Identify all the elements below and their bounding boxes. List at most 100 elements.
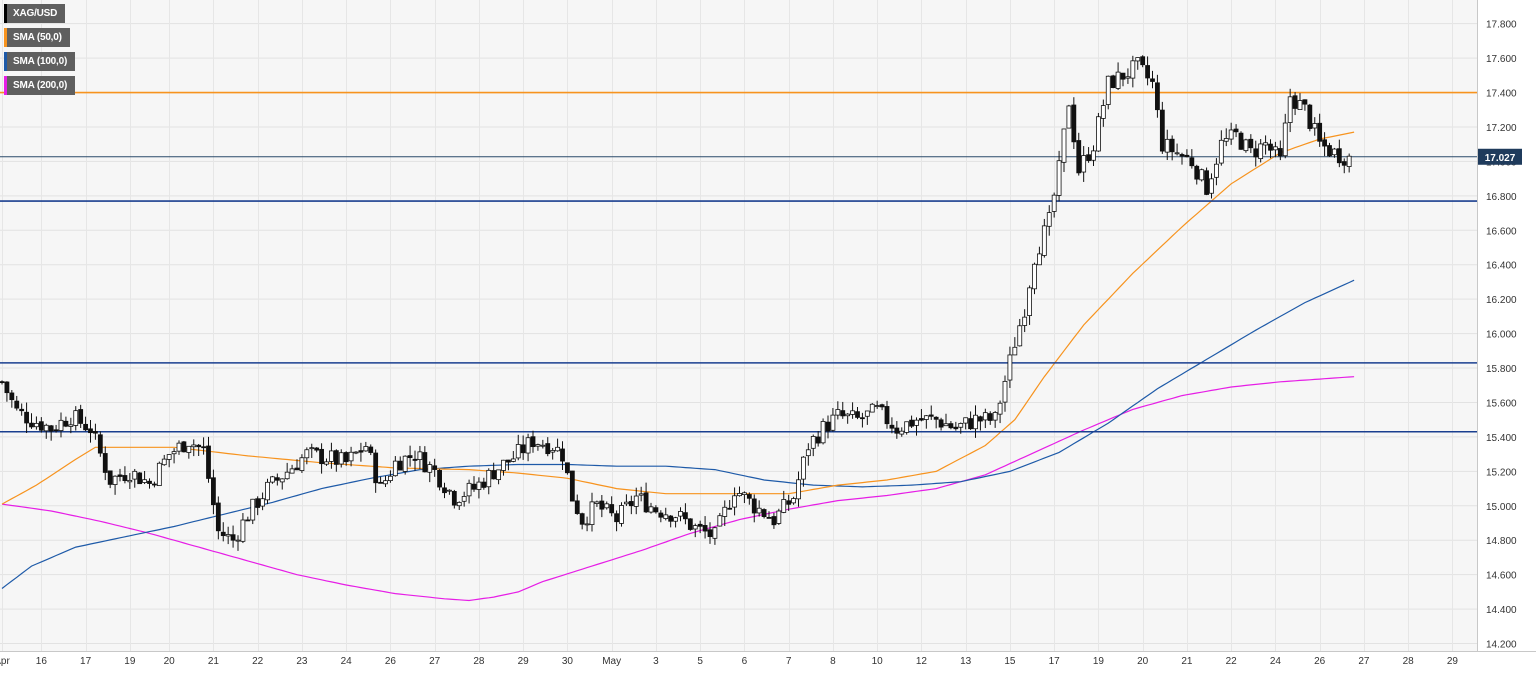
candle-body [692, 525, 698, 530]
candle-body [1091, 150, 1096, 161]
candle-body [992, 412, 998, 421]
candle-body [147, 480, 152, 484]
candle-body [840, 410, 846, 417]
legend-item-sma50[interactable]: SMA (50,0) [4, 28, 70, 47]
candle-body [260, 498, 265, 507]
candle-body [850, 410, 855, 415]
candle-body [1228, 129, 1234, 140]
candle-body [206, 445, 211, 479]
legend-item-sma200[interactable]: SMA (200,0) [4, 76, 76, 95]
candle-body [948, 423, 954, 429]
candle-body [0, 381, 5, 384]
candle-body [1115, 71, 1121, 89]
x-tick-label: 27 [429, 656, 441, 667]
candle-body [1125, 76, 1131, 79]
candle-body [569, 470, 575, 502]
candle-body [333, 450, 339, 465]
sma50-line [1, 131, 1355, 505]
candle-body [1258, 143, 1264, 160]
candle-body [796, 479, 801, 500]
x-tick-label: 5 [697, 656, 703, 667]
candle-body [1041, 225, 1047, 256]
candle-body [245, 519, 251, 522]
candle-body [953, 426, 959, 430]
y-tick-label: 16.400 [1486, 261, 1517, 272]
candle-body [1292, 95, 1298, 109]
candle-body [289, 468, 295, 474]
candle-body [166, 454, 172, 460]
candle-body [1027, 287, 1032, 316]
candle-body [510, 458, 516, 462]
candle-body [609, 504, 615, 514]
candle-body [619, 505, 624, 524]
legend-label: SMA (100,0) [13, 56, 68, 67]
candle-body [874, 405, 880, 407]
candle-body [432, 465, 438, 470]
x-tick-label: 23 [296, 656, 308, 667]
candle-body [491, 470, 497, 480]
x-tick-label: 13 [960, 656, 972, 667]
y-tick-label: 16.200 [1486, 295, 1517, 306]
candle-body [1218, 139, 1224, 164]
legend-item-xagusd[interactable]: XAG/USD [4, 4, 66, 23]
candle-body [1174, 152, 1180, 155]
candle-body [378, 481, 383, 484]
candle-body [383, 480, 388, 485]
x-tick-label: 27 [1358, 656, 1370, 667]
candle-body [727, 507, 733, 510]
candle-body [574, 500, 580, 514]
candle-body [742, 492, 747, 496]
candle-body [810, 436, 816, 449]
candle-body [201, 446, 206, 449]
candle-body [1287, 96, 1293, 123]
candle-body [648, 506, 654, 513]
x-tick-label: May [602, 656, 621, 667]
candle-body [683, 512, 688, 520]
candle-body [963, 417, 969, 424]
candle-body [1155, 82, 1160, 111]
candle-body [1214, 163, 1219, 178]
candle-body [525, 437, 531, 454]
sma100-line [1, 279, 1355, 589]
candle-body [53, 429, 59, 432]
candle-body [732, 495, 737, 508]
x-tick-label: 16 [36, 656, 48, 667]
candle-body [343, 452, 349, 463]
candle-body [761, 509, 767, 518]
x-tick-label: 10 [872, 656, 884, 667]
candle-body [73, 410, 79, 426]
candle-body [215, 502, 221, 532]
candle-body [274, 477, 280, 481]
candle-body [299, 457, 305, 471]
candle-body [1169, 138, 1175, 153]
legend-item-sma100[interactable]: SMA (100,0) [4, 52, 76, 71]
y-tick-label: 15.000 [1486, 502, 1517, 513]
candle-body [1194, 165, 1200, 180]
candle-body [982, 412, 988, 421]
candle-body [240, 519, 246, 542]
candle-body [171, 451, 177, 455]
candle-body [506, 459, 511, 463]
candle-body [324, 461, 329, 465]
candle-body [1066, 105, 1072, 129]
candle-body [43, 424, 49, 432]
candle-body [451, 491, 457, 506]
candle-body [589, 501, 595, 525]
candle-body [1105, 75, 1111, 105]
candle-body [1268, 143, 1273, 151]
legend-label: SMA (200,0) [13, 80, 68, 91]
candle-body [1032, 263, 1037, 290]
candle-body [860, 417, 865, 420]
candle-body [14, 400, 20, 409]
x-tick-label: 29 [518, 656, 530, 667]
candle-body [1179, 154, 1185, 157]
candle-body [938, 419, 944, 428]
candle-body [879, 404, 885, 408]
candle-body [545, 443, 551, 455]
candle-body [132, 470, 138, 480]
candle-body [397, 460, 403, 471]
candle-body [1248, 138, 1254, 149]
candle-body [1076, 140, 1082, 174]
candle-body [1322, 139, 1327, 147]
legend-swatch [4, 28, 7, 47]
